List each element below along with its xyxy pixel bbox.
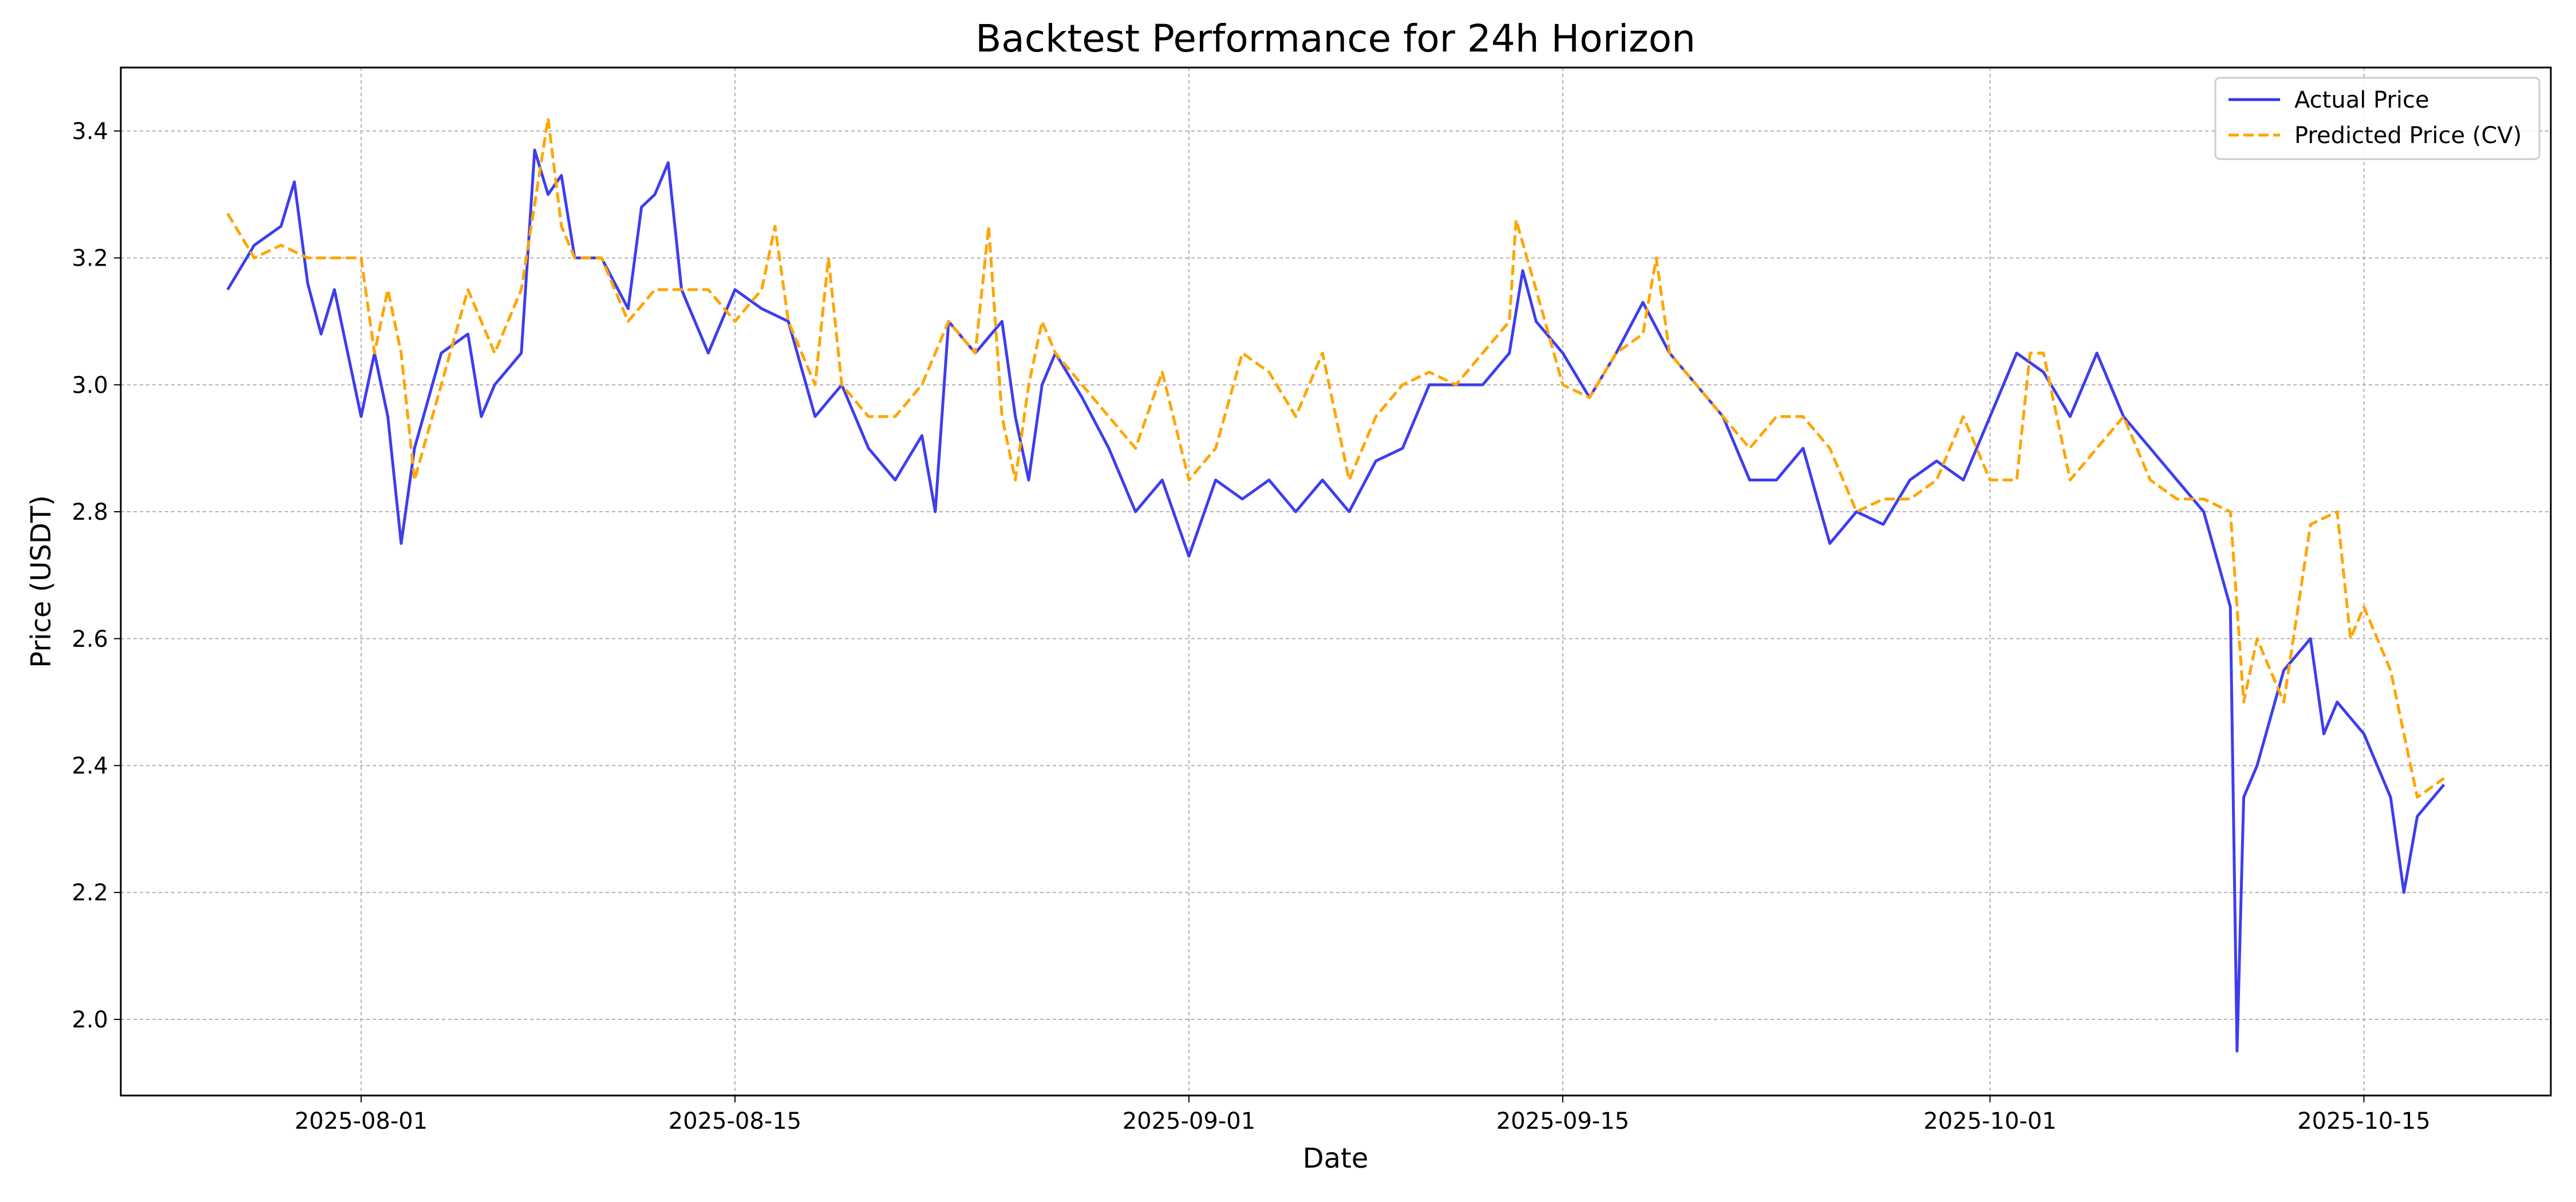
x-tick-label: 2025-08-01 [295,1108,428,1134]
x-tick-label: 2025-08-15 [669,1108,801,1134]
chart-title: Backtest Performance for 24h Horizon [975,17,1696,61]
legend-box [2214,77,2541,160]
x-tick-label: 2025-10-15 [2297,1108,2430,1134]
plot-frame [120,66,2552,1097]
x-axis: 2025-08-01 2025-08-15 2025-09-01 2025-09-15… [295,1096,2431,1134]
legend-label-predicted: Predicted Price (CV) [2294,122,2522,149]
x-tick-label: 2025-09-01 [1123,1108,1255,1134]
x-axis-label: Date [1303,1142,1369,1175]
y-tick-label: 2.6 [72,626,108,653]
y-tick-label: 3.4 [72,118,108,145]
y-tick-label: 2.0 [72,1007,108,1033]
x-tick-label: 2025-09-15 [1496,1108,1629,1134]
y-tick-label: 2.8 [72,499,108,525]
y-tick-label: 2.2 [72,880,108,906]
legend-label-actual: Actual Price [2294,87,2429,113]
y-axis: 2.0 2.2 2.4 2.6 2.8 3.0 3.2 3.4 [72,118,121,1033]
y-tick-label: 3.2 [72,246,108,272]
series-line-predicted [226,117,2445,799]
x-tick-label: 2025-10-01 [1923,1108,2056,1134]
y-tick-label: 3.0 [72,372,108,398]
series-layer [226,117,2445,1053]
legend: Actual Price Predicted Price (CV) [2214,77,2541,160]
y-axis-label: Price (USDT) [25,495,57,668]
y-tick-label: 2.4 [72,753,108,780]
series-line-actual [226,148,2445,1053]
